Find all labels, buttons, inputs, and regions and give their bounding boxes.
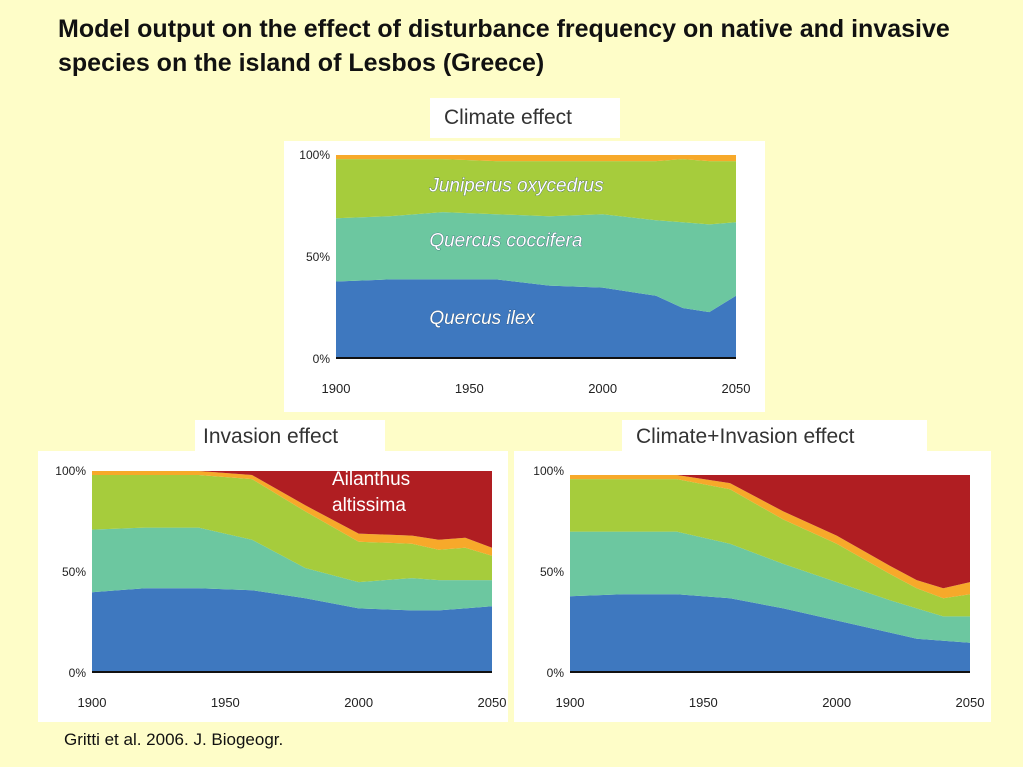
climate-invasion-area-top-band — [570, 475, 970, 599]
invasion-area-top-band — [92, 471, 492, 556]
climate-area-quercus-ilex — [336, 279, 736, 357]
invasion-area-quercus-ilex — [92, 588, 492, 671]
invasion-area-juniperus-oxycedrus — [92, 475, 492, 583]
climate-xtick-label: 1950 — [455, 381, 484, 396]
climate-invasion-ytick-label: 50% — [540, 565, 564, 579]
climate-series-label: Juniperus oxycedrus — [428, 176, 604, 197]
climate-invasion-area-juniperus-oxycedrus — [570, 479, 970, 617]
invasion-ytick-label: 100% — [55, 464, 86, 478]
climate-ytick-label: 50% — [306, 250, 330, 264]
invasion-series-label: Ailanthus altissima — [332, 469, 410, 516]
invasion-xtick-label: 1900 — [78, 695, 107, 710]
climate-invasion-effect-plot: 0% 50% 100% 1900 1950 2000 2050 — [533, 464, 985, 710]
slide-title: Model output on the effect of disturbanc… — [58, 15, 950, 77]
climate-area-black-band — [336, 357, 736, 359]
climate-ytick-label: 0% — [313, 352, 331, 366]
climate-xtick-label: 1900 — [322, 381, 351, 396]
invasion-ytick-label: 0% — [69, 666, 87, 680]
climate-invasion-effect-heading: Climate+Invasion effect — [622, 420, 927, 452]
climate-invasion-area-quercus-coccifera — [570, 531, 970, 643]
climate-invasion-area-black-band — [570, 671, 970, 673]
climate-effect-chart: 0% 50% 100% 1900 1950 2000 2050 Juniperus oxyce… — [284, 141, 765, 412]
climate-xtick-label: 2000 — [588, 381, 617, 396]
climate-ytick-label: 100% — [299, 148, 330, 162]
climate-xtick-label: 2050 — [722, 381, 751, 396]
citation: Gritti et al. 2006. J. Biogeogr. — [64, 730, 284, 749]
invasion-area-ailanthus-altissima — [92, 471, 492, 548]
invasion-xtick-label: 1950 — [211, 695, 240, 710]
invasion-area-black-band — [92, 671, 492, 673]
invasion-xtick-label: 2050 — [478, 695, 507, 710]
climate-area-juniperus-oxycedrus — [336, 159, 736, 225]
climate-effect-heading: Climate effect — [430, 98, 620, 138]
climate-series-label: Quercus coccifera — [429, 231, 582, 252]
invasion-area-quercus-coccifera — [92, 527, 492, 611]
climate-invasion-area-quercus-ilex — [570, 594, 970, 671]
invasion-effect-plot: 0% 50% 100% 1900 1950 2000 2050 Ailanthus altiss… — [55, 464, 507, 710]
climate-area-quercus-coccifera — [336, 212, 736, 313]
climate-series-label: Quercus ilex — [429, 308, 536, 329]
climate-invasion-ytick-label: 0% — [547, 666, 565, 680]
climate-invasion-area-ailanthus-altissima — [570, 475, 970, 589]
climate-invasion-xtick-label: 1900 — [556, 695, 585, 710]
climate-effect-plot: 0% 50% 100% 1900 1950 2000 2050 Juniperus oxyce… — [299, 148, 751, 396]
climate-invasion-xtick-label: 1950 — [689, 695, 718, 710]
climate-invasion-xtick-label: 2000 — [822, 695, 851, 710]
invasion-ytick-label: 50% — [62, 565, 86, 579]
climate-invasion-xtick-label: 2050 — [956, 695, 985, 710]
climate-invasion-effect-chart: 0% 50% 100% 1900 1950 2000 2050 — [514, 451, 991, 722]
invasion-effect-chart: 0% 50% 100% 1900 1950 2000 2050 Ailanthus altiss… — [38, 451, 508, 722]
climate-area-top-band — [336, 155, 736, 162]
climate-invasion-ytick-label: 100% — [533, 464, 564, 478]
invasion-xtick-label: 2000 — [344, 695, 373, 710]
invasion-effect-heading: Invasion effect — [195, 420, 385, 452]
